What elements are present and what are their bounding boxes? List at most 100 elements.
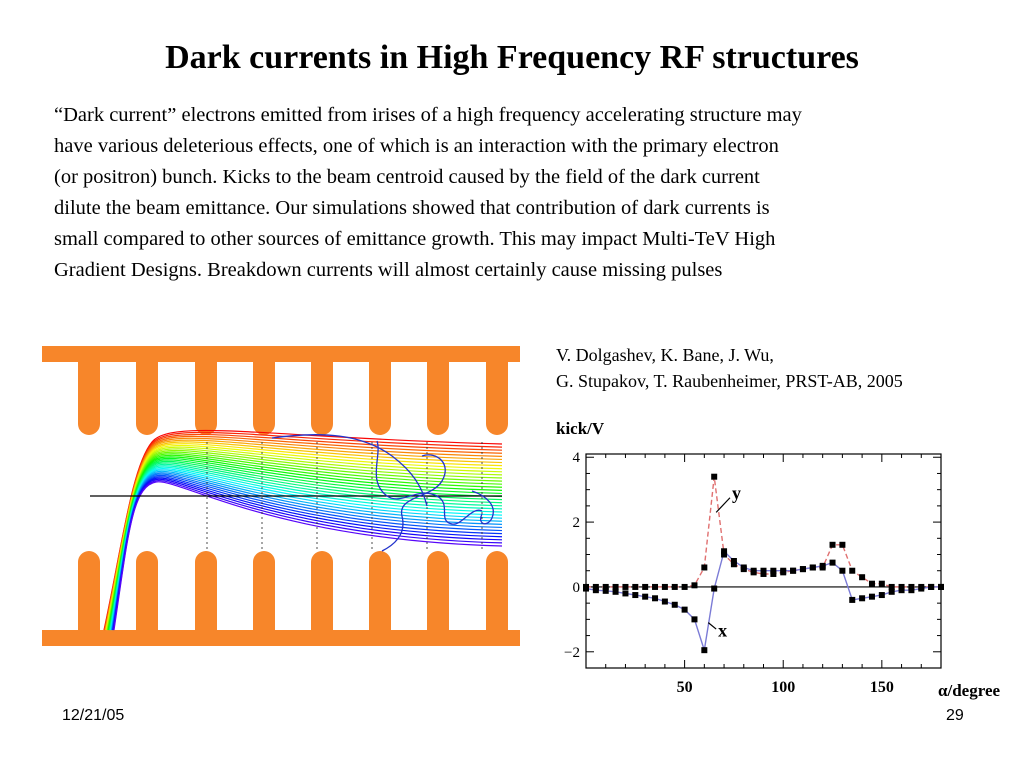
- rf-structure-irises: [42, 346, 520, 646]
- iris-bottom: [311, 551, 333, 632]
- data-point-x: [671, 601, 678, 608]
- plot-frame: [585, 453, 942, 669]
- data-point-y: [642, 583, 649, 590]
- data-point-x: [799, 566, 806, 573]
- data-point-y: [602, 583, 609, 590]
- data-point-x: [878, 592, 885, 599]
- arrow-x: [707, 622, 717, 630]
- iris-top: [195, 360, 217, 435]
- data-point-y: [898, 583, 905, 590]
- trajectory-curve: [375, 440, 483, 525]
- trajectory-line: [113, 481, 503, 631]
- iris-bottom: [136, 551, 158, 632]
- y-tick-label: 4: [573, 450, 581, 466]
- x-tick-label: 50: [677, 679, 693, 696]
- data-point-x: [721, 548, 728, 555]
- data-points: [583, 473, 944, 654]
- data-point-y: [632, 583, 639, 590]
- iris-top: [427, 360, 449, 435]
- reference-citation: V. Dolgashev, K. Bane, J. Wu, G. Stupako…: [556, 342, 903, 394]
- data-point-x: [819, 562, 826, 569]
- data-point-x: [829, 559, 836, 566]
- trajectory-curve: [381, 454, 446, 552]
- trajectory-curve: [271, 434, 428, 507]
- iris-bottom: [253, 551, 275, 632]
- y-tick-label: 2: [573, 515, 581, 531]
- data-point-y: [652, 583, 659, 590]
- data-point-y: [868, 580, 875, 587]
- data-point-y: [701, 564, 708, 571]
- x-axis-label: α/degree: [938, 681, 1000, 700]
- data-point-y: [878, 580, 885, 587]
- iris-top: [78, 360, 100, 435]
- body-line: small compared to other sources of emitt…: [54, 228, 776, 250]
- data-point-x: [859, 595, 866, 602]
- data-point-y: [829, 541, 836, 548]
- data-point-x: [928, 583, 935, 590]
- fit-line-x: [585, 549, 941, 651]
- data-point-x: [730, 558, 737, 564]
- data-point-x: [868, 593, 875, 600]
- y-tick-labels: 4 2 0 −2: [564, 450, 580, 661]
- reference-journal: G. Stupakov, T. Raubenheimer, PRST-AB, 2…: [556, 371, 903, 391]
- body-line: have various deleterious effects, one of…: [54, 135, 779, 157]
- trajectory-curve: [471, 490, 494, 525]
- data-point-y: [612, 583, 619, 590]
- slide-title: Dark currents in High Frequency RF struc…: [165, 39, 859, 76]
- data-point-y: [721, 551, 728, 558]
- data-point-x: [888, 588, 895, 595]
- electron-trajectories: [103, 429, 503, 631]
- data-point-y: [849, 567, 856, 574]
- iris-top: [311, 360, 333, 435]
- iris-top: [369, 360, 391, 435]
- data-point-y: [691, 582, 698, 589]
- data-point-x: [632, 592, 639, 599]
- series-label-x: x: [718, 621, 727, 641]
- data-point-x: [652, 595, 659, 602]
- x-tick-label: 150: [870, 679, 894, 696]
- top-plate: [42, 346, 520, 362]
- data-point-y: [770, 570, 777, 577]
- data-point-x: [849, 596, 856, 603]
- fit-lines: [585, 476, 941, 651]
- iris-top: [486, 360, 508, 435]
- data-point-y: [888, 583, 895, 590]
- data-point-x: [602, 587, 609, 594]
- data-point-x: [908, 587, 915, 594]
- data-point-y: [661, 583, 668, 590]
- bottom-plate: [42, 630, 520, 646]
- body-line: Gradient Designs. Breakdown currents wil…: [54, 259, 723, 281]
- series-labels: yx: [707, 483, 741, 641]
- x-tick-label: 100: [771, 679, 795, 696]
- data-point-x: [701, 647, 708, 654]
- body-line: “Dark current” electrons emitted from ir…: [54, 104, 802, 126]
- kick-chart: kick/V 420−2 50 100 150 α/degree yx: [556, 419, 1000, 700]
- data-point-x: [938, 583, 944, 590]
- data-point-y: [622, 583, 629, 590]
- data-point-x: [642, 593, 649, 600]
- plot-grid: [585, 454, 942, 668]
- iris-bottom: [369, 551, 391, 632]
- arrow-y: [715, 497, 731, 513]
- data-point-x: [898, 587, 905, 594]
- data-point-x: [622, 590, 629, 597]
- data-point-x: [681, 606, 688, 613]
- data-point-y: [592, 583, 599, 590]
- data-point-y: [730, 561, 737, 568]
- data-point-x: [661, 598, 668, 605]
- data-point-y: [711, 473, 718, 480]
- page-number: 29: [946, 707, 964, 724]
- data-point-x: [750, 567, 757, 574]
- y-tick-label: 0: [573, 580, 581, 596]
- reference-authors: V. Dolgashev, K. Bane, J. Wu,: [556, 345, 774, 365]
- y-tick-label: −2: [564, 645, 580, 661]
- iris-bottom: [195, 551, 217, 632]
- iris-bottom: [427, 551, 449, 632]
- data-point-y: [681, 583, 688, 590]
- data-point-x: [583, 585, 589, 592]
- footer-date: 12/21/05: [62, 707, 125, 724]
- data-point-x: [691, 616, 698, 623]
- x-tick-labels: 50 100 150: [677, 679, 894, 696]
- data-point-x: [740, 564, 747, 571]
- body-line: dilute the beam emittance. Our simulatio…: [54, 197, 770, 219]
